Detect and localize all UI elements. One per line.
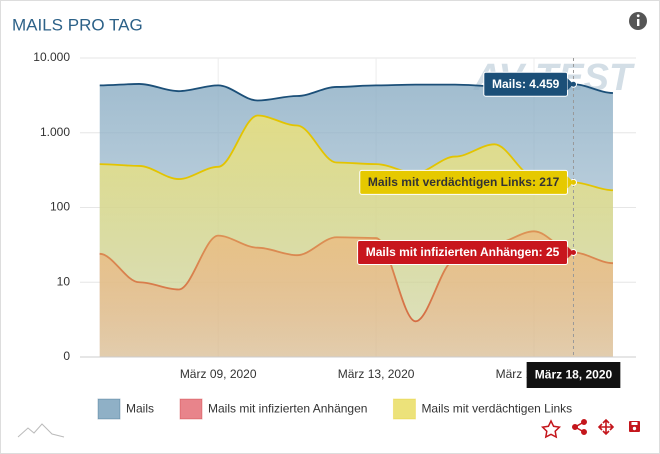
tooltip-bg [483, 71, 568, 97]
y-tick-label: 100 [50, 200, 70, 214]
legend-label: Mails mit infizierten Anhängen [208, 402, 367, 416]
x-tick-label: März 09, 2020 [180, 367, 257, 381]
legend-label: Mails mit verdächtigen Links [421, 402, 572, 416]
crosshair-label-bg [526, 362, 621, 388]
save-icon[interactable] [629, 421, 640, 432]
tooltip-text: Mails mit verdächtigen Links: 217 [368, 175, 560, 189]
tooltip-arrow [567, 176, 574, 189]
tooltip-arrow [567, 78, 574, 91]
chart-title: MAILS PRO TAG [12, 15, 143, 34]
move-icon[interactable] [597, 418, 615, 436]
legend-swatch [179, 398, 203, 420]
tooltip-bg [359, 169, 568, 195]
crosshair-label: März 18, 2020 [526, 362, 621, 388]
tooltip: Mails: 4.459 [483, 71, 574, 97]
logo-icon [17, 423, 65, 438]
info-icon[interactable] [629, 12, 647, 30]
y-tick-label: 10 [57, 274, 71, 288]
legend-label: Mails [126, 402, 154, 416]
y-tick-label: 1.000 [40, 125, 70, 139]
footer-icons [17, 418, 640, 439]
y-tick-label: 10.000 [33, 50, 70, 64]
star-icon[interactable] [540, 419, 562, 439]
tooltip: Mails mit verdächtigen Links: 217 [359, 169, 574, 195]
tooltip-arrow [567, 246, 574, 259]
tooltip-text: Mails mit infizierten Anhängen: 25 [366, 245, 560, 259]
x-tick-label: März 13, 2020 [338, 367, 415, 381]
share-icon[interactable] [572, 419, 587, 435]
y-tick-label: 0 [63, 349, 70, 363]
crosshair-label-text: März 18, 2020 [535, 368, 613, 382]
legend-swatch [97, 398, 121, 420]
tooltip-text: Mails: 4.459 [492, 77, 560, 91]
legend-swatch [392, 398, 416, 420]
tooltip-bg [357, 240, 568, 266]
tooltip: Mails mit infizierten Anhängen: 25 [357, 240, 574, 266]
